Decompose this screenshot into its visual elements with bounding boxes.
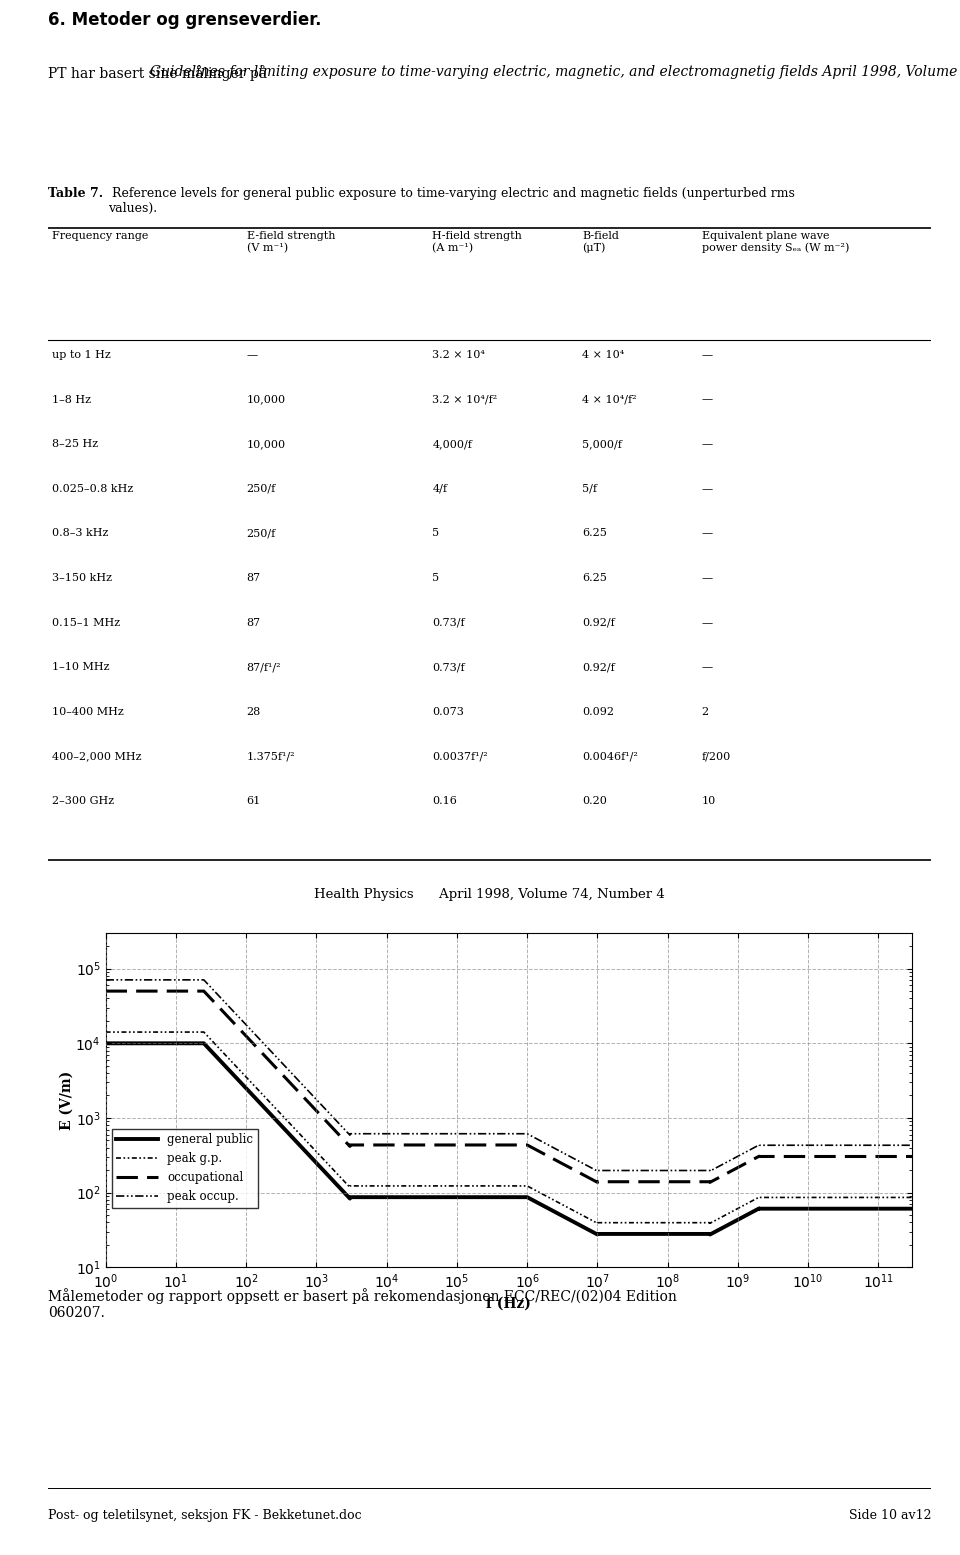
Text: Frequency range: Frequency range [53,232,149,241]
Text: 1–8 Hz: 1–8 Hz [53,395,91,404]
Text: —: — [702,395,712,404]
Text: H-field strength
(A m⁻¹): H-field strength (A m⁻¹) [432,232,522,253]
Text: 3–150 kHz: 3–150 kHz [53,574,112,583]
Text: 250/f: 250/f [247,529,276,538]
Text: —: — [247,350,258,359]
Text: 0.0046f¹/²: 0.0046f¹/² [583,751,638,762]
Text: 4/f: 4/f [432,484,447,494]
Text: 0.073: 0.073 [432,708,464,717]
Text: 87/f¹/²: 87/f¹/² [247,662,281,672]
Text: 5,000/f: 5,000/f [583,439,622,449]
Text: 3.2 × 10⁴/f²: 3.2 × 10⁴/f² [432,395,497,404]
Text: 0.92/f: 0.92/f [583,617,615,628]
Text: 400–2,000 MHz: 400–2,000 MHz [53,751,142,762]
Text: —: — [702,574,712,583]
Text: 250/f: 250/f [247,484,276,494]
Text: 0.092: 0.092 [583,708,614,717]
Text: Equivalent plane wave
power density Sₑₐ (W m⁻²): Equivalent plane wave power density Sₑₐ … [702,232,849,253]
Text: 0.8–3 kHz: 0.8–3 kHz [53,529,108,538]
Text: 0.15–1 MHz: 0.15–1 MHz [53,617,121,628]
Text: 6. Metoder og grenseverdier.: 6. Metoder og grenseverdier. [48,11,322,30]
Text: Health Physics      April 1998, Volume 74, Number 4: Health Physics April 1998, Volume 74, Nu… [314,888,665,902]
Text: Side 10 av12: Side 10 av12 [849,1510,931,1522]
Text: —: — [702,484,712,494]
Text: 5: 5 [432,574,440,583]
Text: 2: 2 [702,708,708,717]
Legend: general public, peak g.p., occupational, peak occup.: general public, peak g.p., occupational,… [111,1129,257,1208]
X-axis label: f (Hz): f (Hz) [487,1297,531,1311]
Text: 5/f: 5/f [583,484,597,494]
Text: 4 × 10⁴/f²: 4 × 10⁴/f² [583,395,637,404]
Text: 0.20: 0.20 [583,796,608,805]
Text: 61: 61 [247,796,261,805]
Text: Målemetoder og rapport oppsett er basert på rekomendasjonen ECC/REC/(02)04 Editi: Målemetoder og rapport oppsett er basert… [48,1288,677,1320]
Text: 10–400 MHz: 10–400 MHz [53,708,124,717]
Text: 1–10 MHz: 1–10 MHz [53,662,109,672]
Text: 5: 5 [432,529,440,538]
Text: 3.2 × 10⁴: 3.2 × 10⁴ [432,350,485,359]
Text: —: — [702,529,712,538]
Text: 0.0037f¹/²: 0.0037f¹/² [432,751,488,762]
Text: 1.375f¹/²: 1.375f¹/² [247,751,296,762]
Text: —: — [702,662,712,672]
Y-axis label: E (V/m): E (V/m) [60,1070,74,1130]
Text: B-field
(μT): B-field (μT) [583,232,619,253]
Text: —: — [702,350,712,359]
Text: 4,000/f: 4,000/f [432,439,472,449]
Text: 6.25: 6.25 [583,529,608,538]
Text: E-field strength
(V m⁻¹): E-field strength (V m⁻¹) [247,232,335,253]
Text: up to 1 Hz: up to 1 Hz [53,350,111,359]
Text: 10,000: 10,000 [247,395,286,404]
Text: 0.73/f: 0.73/f [432,617,465,628]
Text: PT har basert sine målinger på: PT har basert sine målinger på [48,65,272,81]
Text: 0.73/f: 0.73/f [432,662,465,672]
Text: Table 7.: Table 7. [48,187,103,201]
Text: f/200: f/200 [702,751,731,762]
Text: 0.92/f: 0.92/f [583,662,615,672]
Text: 0.16: 0.16 [432,796,457,805]
Text: —: — [702,439,712,449]
Text: 28: 28 [247,708,261,717]
Text: 8–25 Hz: 8–25 Hz [53,439,99,449]
Text: 10: 10 [702,796,716,805]
Text: 6.25: 6.25 [583,574,608,583]
Text: 0.025–0.8 kHz: 0.025–0.8 kHz [53,484,133,494]
Text: 4 × 10⁴: 4 × 10⁴ [583,350,625,359]
Text: 87: 87 [247,574,261,583]
Text: —: — [702,617,712,628]
Text: Reference levels for general public exposure to time-varying electric and magnet: Reference levels for general public expo… [108,187,795,215]
Text: Post- og teletilsynet, seksjon FK - Bekketunet.doc: Post- og teletilsynet, seksjon FK - Bekk… [48,1510,362,1522]
Text: 87: 87 [247,617,261,628]
Text: 2–300 GHz: 2–300 GHz [53,796,114,805]
Text: 10,000: 10,000 [247,439,286,449]
Text: Guidelines for limiting exposure to time-varying electric, magnetic, and electro: Guidelines for limiting exposure to time… [151,65,960,79]
